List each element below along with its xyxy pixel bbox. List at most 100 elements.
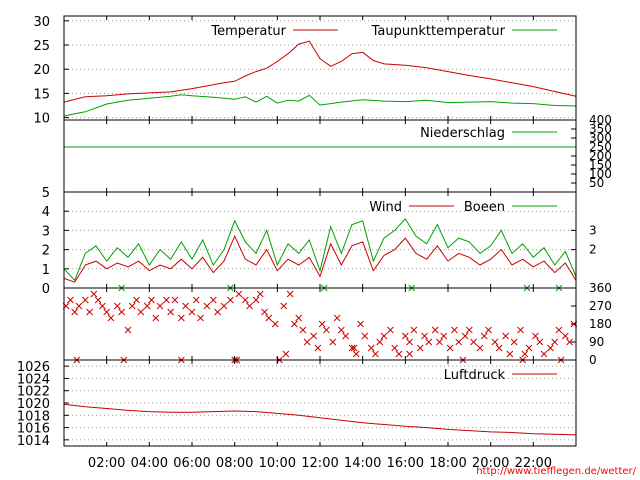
y-tick-label: 5 [42, 186, 50, 201]
direction-point [235, 290, 243, 298]
direction-point [113, 302, 121, 310]
direction-point [148, 296, 155, 304]
x-tick-label: 20:00 [472, 456, 509, 471]
direction-point [128, 302, 136, 310]
direction-point [502, 332, 509, 340]
direction-point [71, 308, 79, 316]
direction-point [540, 350, 548, 358]
direction-point [391, 344, 399, 352]
x-tick-label: 08:00 [216, 456, 253, 471]
direction-point [421, 332, 428, 340]
direction-point [256, 290, 264, 298]
direction-point [303, 338, 311, 346]
direction-point [406, 350, 413, 358]
direction-point [291, 320, 298, 328]
direction-point [75, 302, 83, 310]
direction-point [265, 314, 273, 322]
direction-point [465, 326, 473, 334]
y-tick-label: 1020 [17, 397, 50, 412]
direction-point [143, 302, 151, 310]
direction-point [99, 302, 106, 310]
legend-label: Wind [369, 200, 402, 215]
direction-point [440, 332, 448, 340]
legend-label: Taupunkttemperatur [371, 24, 506, 39]
y-tick-label: 30 [33, 15, 50, 30]
direction-point [517, 326, 524, 334]
direction-point [480, 332, 488, 340]
direction-point [197, 314, 204, 322]
series-line-temperatur [63, 40, 577, 103]
direction-point [410, 326, 418, 334]
direction-point [372, 350, 379, 358]
y-right-tick-label: 400 [589, 113, 612, 127]
direction-point [352, 350, 360, 358]
wind-panel: 0 1 2 3 4 5 2 3 Wind Boeen [42, 186, 597, 297]
y-right-tick-label: 360 [589, 281, 612, 295]
direction-point [333, 314, 341, 322]
legend-label: Niederschlag [420, 126, 505, 141]
y-right-tick-label: 350 [589, 122, 612, 136]
series-line-luftdruck [63, 403, 577, 436]
y-right-tick-label: 300 [589, 131, 612, 145]
direction-point [209, 296, 217, 304]
direction-point [318, 320, 326, 328]
y-tick-label: 0 [42, 282, 50, 297]
y-tick-label: 1018 [17, 409, 50, 424]
direction-point [137, 308, 145, 316]
direction-point [376, 338, 384, 346]
direction-point [436, 338, 443, 346]
direction-point [329, 338, 337, 346]
y-tick-label: 1 [42, 263, 50, 278]
direction-point [401, 332, 409, 340]
direction-point [566, 338, 573, 346]
credit-link[interactable]: http://www.tiefflegen.de/wetter/ [476, 466, 636, 477]
y-tick-label: 1026 [17, 360, 50, 375]
direction-point [547, 344, 554, 352]
direction-point [167, 308, 175, 316]
direction-point [310, 332, 317, 340]
y-tick-label: 25 [33, 39, 50, 54]
y-tick-label: 1022 [17, 385, 50, 400]
x-tick-label: 22:00 [515, 456, 552, 471]
y-right-tick-label: 200 [589, 149, 612, 163]
direction-point [491, 338, 499, 346]
direction-point [367, 344, 375, 352]
direction-point [380, 332, 388, 340]
direction-point [521, 350, 529, 358]
direction-point [177, 314, 185, 322]
direction-point [337, 326, 345, 334]
y-tick-label: 1024 [17, 372, 50, 387]
direction-point [525, 344, 533, 352]
direction-point [90, 290, 98, 298]
direction-point [86, 308, 93, 316]
direction-point [133, 296, 140, 304]
y-tick-label: 20 [33, 63, 50, 78]
x-tick-label: 12:00 [301, 456, 338, 471]
y-right-tick-label: 270 [589, 299, 612, 313]
legend-label: Temperatur [210, 24, 286, 39]
direction-point [156, 302, 164, 310]
direction-point [171, 296, 179, 304]
y-tick-label: 1014 [17, 434, 50, 449]
direction-point [314, 344, 322, 352]
x-tick-label: 10:00 [259, 456, 296, 471]
x-tick-label: 18:00 [429, 456, 466, 471]
direction-point [350, 344, 358, 352]
direction-point [246, 302, 253, 310]
y-right-tick-label: 250 [589, 140, 612, 154]
y-right-tick-label: 150 [589, 158, 612, 172]
direction-point [348, 344, 356, 352]
x-tick-label: 06:00 [173, 456, 210, 471]
direction-point [551, 338, 559, 346]
panel-frame [63, 287, 577, 361]
direction-point [152, 314, 160, 322]
direction-point [506, 350, 514, 358]
wind-direction-panel: 0 90 180 270 360 [62, 281, 612, 367]
direction-point [81, 296, 89, 304]
direction-point [470, 338, 477, 346]
x-tick-label: 02:00 [88, 456, 125, 471]
y-tick-label: 15 [33, 87, 50, 102]
direction-point [252, 296, 260, 304]
